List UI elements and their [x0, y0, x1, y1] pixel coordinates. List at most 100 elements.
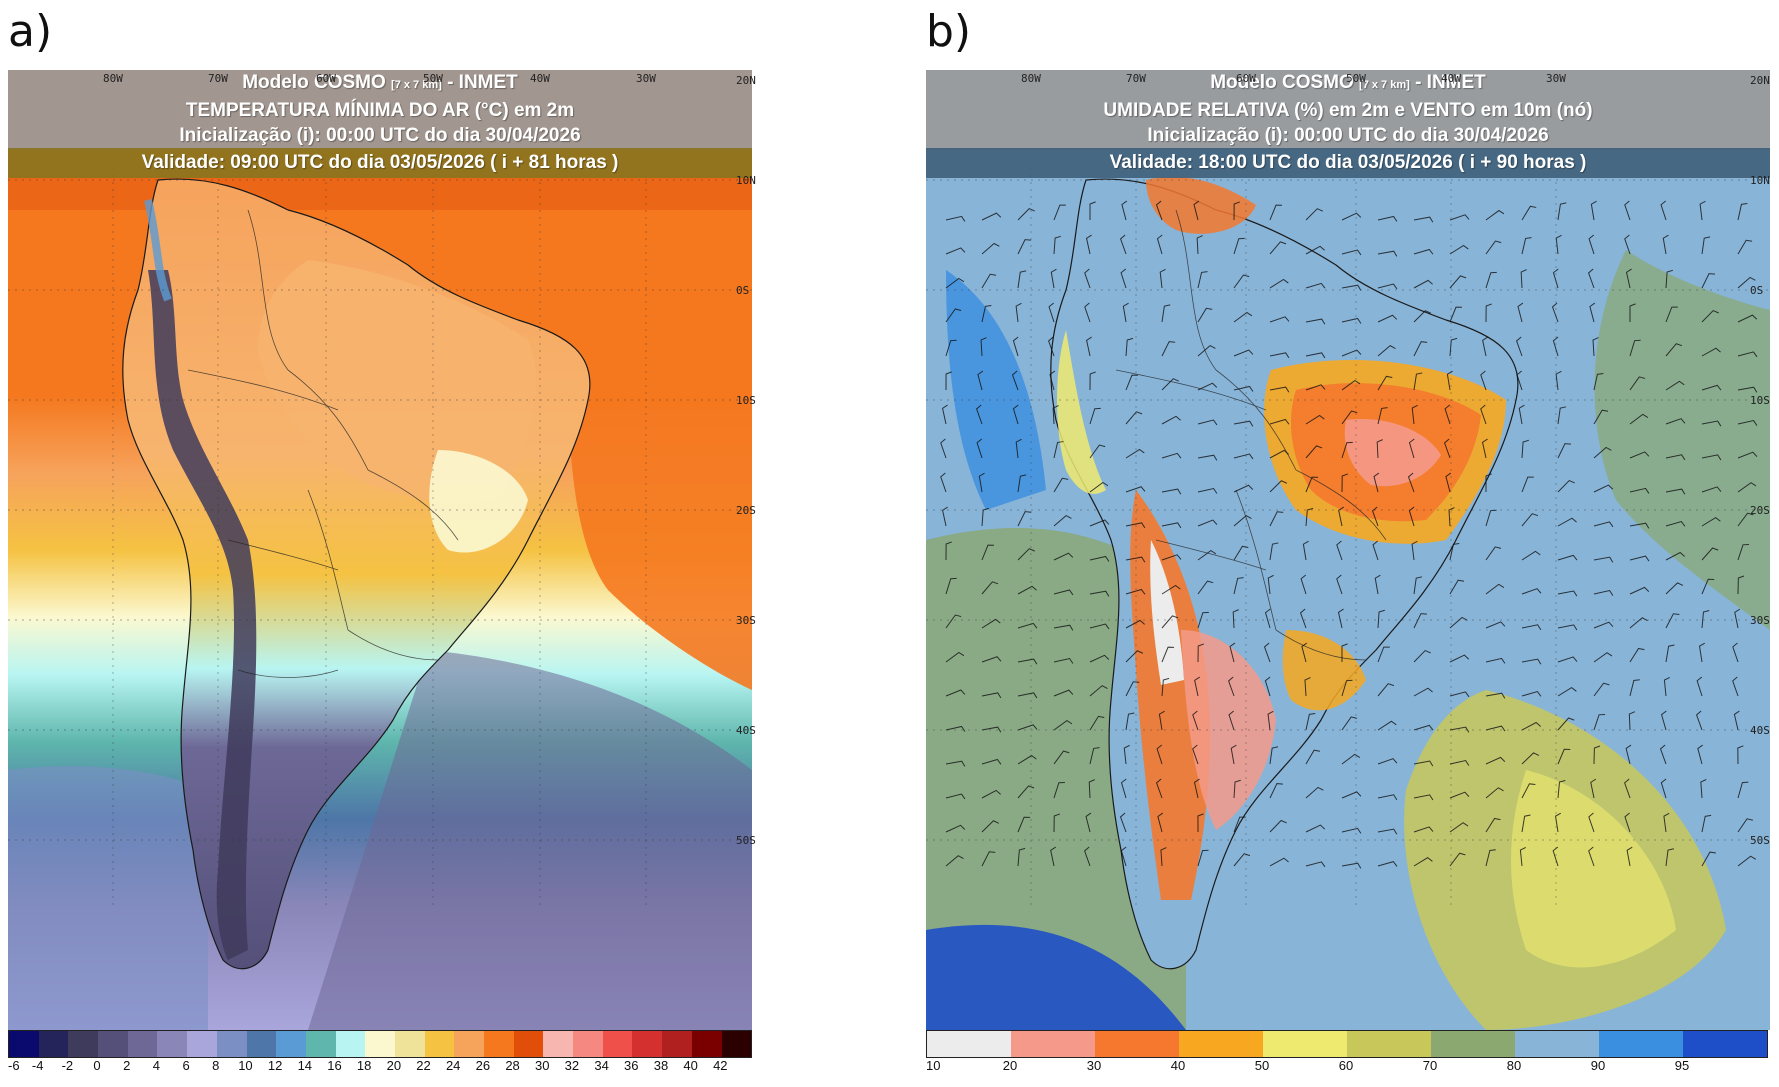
wind-barb [1449, 214, 1470, 221]
wind-barb [1480, 370, 1487, 391]
wind-barb [1626, 846, 1633, 867]
wind-barb [1701, 273, 1716, 289]
wind-barb [1086, 336, 1092, 357]
wind-barb [1485, 509, 1497, 527]
wind-barb [1700, 779, 1707, 799]
wind-barb [1413, 372, 1423, 391]
wind-barb [1233, 853, 1251, 867]
colorbar-tick-label: 38 [653, 1058, 669, 1073]
colorbar-swatch [335, 1031, 366, 1057]
wind-barb [1377, 720, 1397, 731]
colorbar-tick-label: 42 [713, 1058, 728, 1073]
colorbar-tick-label: -4 [31, 1058, 44, 1073]
wind-barb [1053, 204, 1066, 221]
wind-barb [1017, 585, 1037, 595]
wind-barb [1590, 778, 1597, 799]
panel-a-lon-label: 60W [316, 72, 336, 85]
wind-barb [1662, 234, 1669, 255]
wind-barb [1665, 488, 1686, 495]
wind-barb [1624, 234, 1631, 255]
wind-barb [1125, 486, 1146, 493]
wind-barb [1629, 586, 1650, 595]
wind-barb [1733, 710, 1740, 731]
wind-barb [1485, 303, 1492, 323]
wind-barb [1629, 522, 1650, 529]
wind-barb [1377, 683, 1395, 697]
wind-barb [1588, 812, 1595, 833]
wind-barb [945, 855, 964, 867]
colorbar-swatch [602, 1031, 633, 1057]
wind-barb [1625, 744, 1632, 765]
wind-barb [1593, 446, 1612, 459]
wind-barb [1125, 448, 1145, 459]
wind-barb [1338, 506, 1344, 527]
wind-barb [1701, 851, 1716, 867]
panel-a-title-variable: TEMPERATURA MÍNIMA DO AR (°C) em 2m [185, 100, 575, 121]
panel-b-map: Modelo COSMO [7 x 7 km] - INMET UMIDADE … [926, 70, 1770, 1030]
wind-barb [1737, 482, 1757, 493]
wind-barb [1305, 476, 1319, 493]
colorbar-swatch [1431, 1031, 1515, 1057]
panel-b-lat-label: 40S [1750, 724, 1770, 737]
wind-barb [1480, 404, 1487, 425]
wind-barb [1377, 314, 1398, 323]
wind-barb [1089, 481, 1109, 493]
wind-barb [1305, 861, 1326, 868]
wind-barb [1377, 609, 1385, 629]
wind-barb [1592, 337, 1599, 357]
wind-barb [1377, 794, 1398, 801]
wind-barb [1120, 268, 1127, 289]
colorbar-swatch [394, 1031, 425, 1057]
panel-a-lat-label: 50S [736, 834, 756, 847]
wind-barb [1089, 590, 1110, 597]
colorbar-swatch [1011, 1031, 1095, 1057]
wind-barb [1521, 550, 1541, 561]
wind-barb [1053, 552, 1074, 561]
wind-barb [1304, 677, 1311, 697]
wind-barb [1159, 268, 1166, 289]
wind-barb [1012, 404, 1019, 425]
wind-barb [1125, 588, 1146, 595]
wind-barb [1485, 473, 1492, 493]
wind-barb [1413, 857, 1433, 867]
wind-barb [1341, 349, 1362, 357]
panel-a-lat-label: 40S [736, 724, 756, 737]
wind-barb [1305, 384, 1326, 391]
wind-barb [981, 305, 992, 323]
wind-barb [1629, 617, 1648, 629]
wind-barb [981, 692, 1002, 699]
wind-barb [1017, 785, 1035, 799]
wind-barb [1485, 817, 1501, 833]
wind-barb [1197, 419, 1218, 426]
wind-barb [1121, 200, 1128, 221]
colorbar-swatch [68, 1031, 99, 1057]
wind-barb [1701, 384, 1722, 391]
wind-barb [1737, 575, 1745, 595]
wind-barb [1048, 336, 1055, 357]
wind-barb [1084, 268, 1091, 289]
wind-barb [1593, 484, 1614, 493]
wind-barb [1737, 276, 1756, 289]
wind-barb [1267, 710, 1274, 731]
wind-barb [1125, 522, 1146, 529]
wind-barb [1408, 438, 1415, 459]
wind-barb [1017, 622, 1038, 629]
wind-barb [1233, 274, 1250, 289]
panel-a-lat-label: 10N [736, 174, 756, 187]
wind-barb [1012, 336, 1019, 357]
panel-b-lon-label: 80W [1021, 72, 1041, 85]
colorbar-tick-label: 40 [1170, 1058, 1186, 1073]
wind-barb [1017, 847, 1026, 867]
wind-barb [1449, 654, 1470, 663]
wind-barb [1233, 453, 1254, 460]
wind-barb [1053, 689, 1074, 697]
colorbar-tick-label: 32 [564, 1058, 580, 1073]
panel-b-lon-label: 60W [1236, 72, 1256, 85]
wind-barb [1629, 451, 1650, 459]
colorbar-swatch [276, 1031, 306, 1057]
wind-barb [1089, 444, 1106, 459]
wind-barb [1053, 589, 1074, 596]
wind-barb [1557, 554, 1578, 561]
wind-barb [1485, 240, 1502, 255]
wind-barb [1629, 339, 1641, 357]
